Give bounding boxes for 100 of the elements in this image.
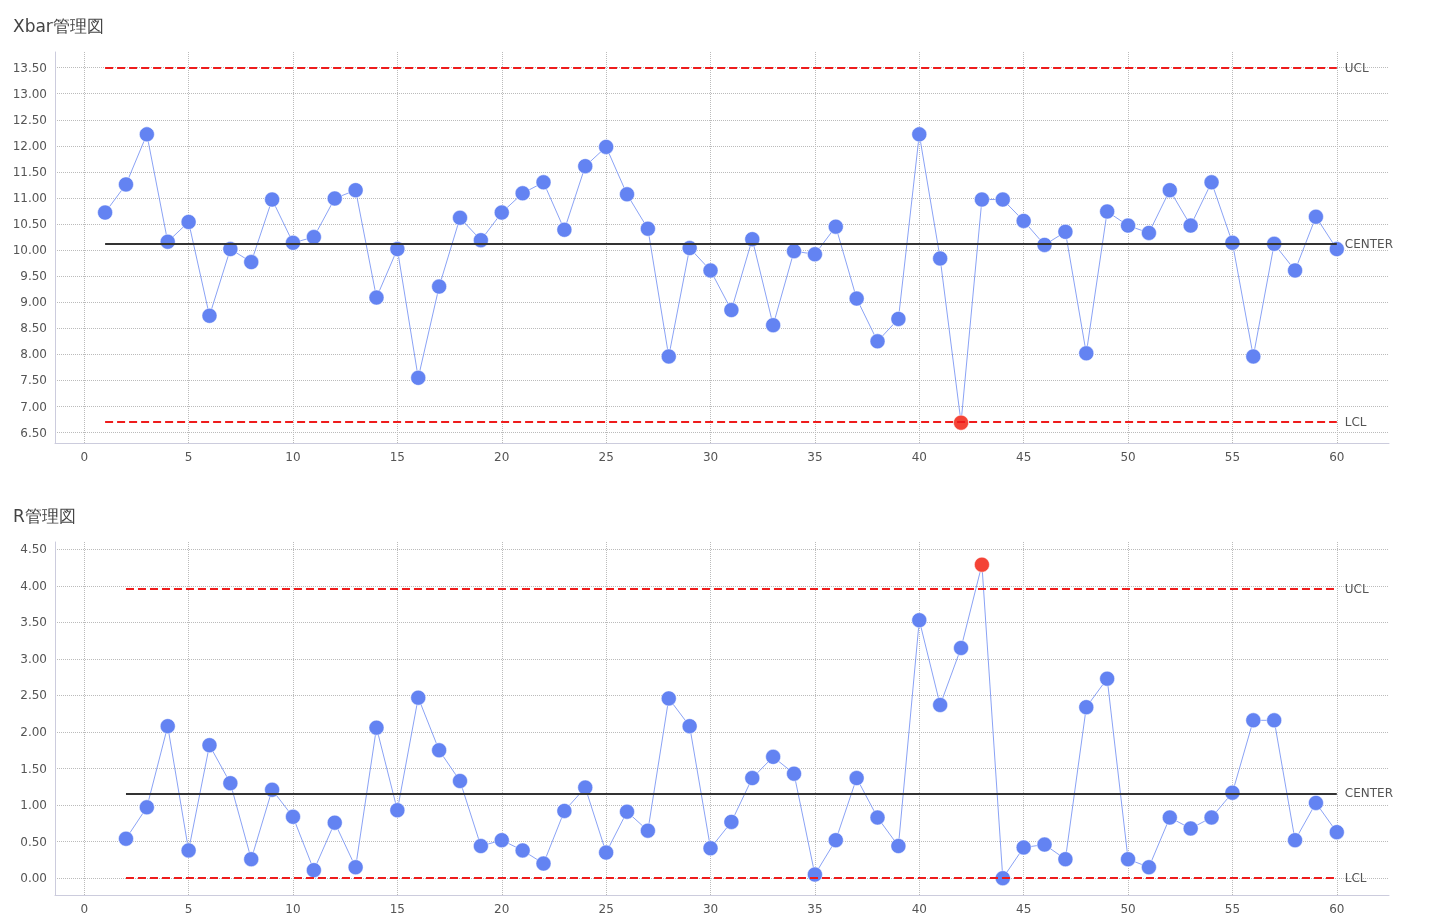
x-tick-label: 5	[184, 450, 193, 464]
x-tick-label: 30	[702, 450, 719, 464]
y-tick-label: 9.50	[20, 269, 47, 284]
point	[1308, 208, 1324, 225]
x-tick-label: 25	[598, 902, 614, 916]
point	[1203, 809, 1220, 826]
point	[890, 838, 907, 854]
x-tick-label: 20	[494, 902, 510, 916]
x-tick-label: 15	[389, 450, 406, 464]
y-tick-label: 6.50	[20, 425, 47, 440]
point	[1120, 851, 1136, 867]
point	[869, 333, 886, 350]
y-tick-label: 3.50	[20, 615, 47, 630]
point	[368, 719, 385, 736]
point	[1329, 241, 1345, 257]
point	[890, 311, 907, 327]
x-tick-label: 55	[1224, 450, 1241, 464]
point	[1099, 203, 1115, 220]
y-tick-label: 10.00	[12, 243, 47, 258]
x-tick-label: 25	[598, 450, 614, 464]
point	[1308, 795, 1324, 811]
x-tick-label: 35	[807, 902, 823, 916]
y-tick-label: 0.00	[20, 871, 47, 886]
point	[640, 220, 656, 237]
y-tick-label: 4.00	[20, 578, 47, 593]
y-tick-label: 9.00	[20, 295, 47, 310]
point	[619, 186, 635, 203]
point	[1141, 859, 1157, 875]
point	[222, 775, 239, 791]
point	[1287, 262, 1303, 279]
x-tick-label: 50	[1120, 450, 1136, 464]
ref-line-label: LCL	[1344, 871, 1367, 886]
point	[953, 640, 969, 656]
point	[327, 190, 343, 207]
point	[347, 859, 364, 875]
point	[1120, 217, 1136, 234]
point	[514, 842, 531, 859]
point	[974, 556, 990, 573]
x-tick-label: 10	[285, 450, 301, 464]
point	[180, 214, 197, 230]
point	[640, 822, 656, 839]
ref-line-label: UCL	[1344, 60, 1369, 75]
point	[932, 697, 948, 713]
point	[368, 289, 385, 306]
point	[1182, 217, 1199, 234]
x-tick-label: 15	[389, 902, 406, 916]
point	[347, 182, 364, 198]
point	[1036, 836, 1053, 853]
x-tick-label: 0	[80, 902, 89, 916]
point	[1245, 712, 1262, 729]
point	[431, 278, 447, 295]
y-tick-label: 12.50	[12, 112, 47, 127]
point	[807, 866, 823, 883]
point	[1078, 345, 1095, 362]
point	[1057, 224, 1074, 240]
x-tick-label: 30	[702, 902, 719, 916]
point	[1266, 712, 1282, 729]
point	[828, 218, 844, 235]
x-tick-label: 20	[494, 450, 510, 464]
x-tick-label: 60	[1329, 902, 1345, 916]
point	[556, 803, 573, 819]
point	[1203, 174, 1220, 191]
point	[1057, 851, 1074, 867]
point	[702, 262, 719, 279]
chart-title: R管理図	[13, 505, 76, 526]
point	[1162, 809, 1178, 826]
y-tick-label: 3.00	[20, 651, 47, 666]
point	[828, 832, 844, 848]
point	[410, 370, 426, 386]
point	[535, 174, 552, 191]
y-tick-label: 4.50	[20, 542, 47, 557]
x-tick-label: 5	[184, 902, 193, 916]
x-tick-label: 10	[285, 902, 301, 916]
chart-title: Xbar管理図	[13, 15, 104, 36]
point	[97, 204, 113, 221]
point	[243, 851, 259, 867]
point	[452, 210, 468, 226]
point	[598, 844, 614, 861]
point	[911, 612, 928, 628]
y-tick-label: 13.00	[12, 86, 47, 101]
x-tick-label: 60	[1329, 450, 1345, 464]
point	[285, 809, 301, 825]
x-tick-label: 0	[80, 450, 89, 464]
point	[1182, 820, 1199, 837]
point	[1099, 670, 1115, 687]
point	[765, 749, 781, 765]
point	[1329, 824, 1345, 840]
point	[786, 765, 802, 782]
point	[995, 191, 1011, 208]
point	[306, 862, 322, 878]
point	[389, 802, 406, 818]
point	[598, 139, 614, 155]
y-tick-label: 10.50	[12, 217, 47, 232]
point	[535, 855, 552, 872]
y-tick-label: 8.50	[20, 321, 47, 336]
point	[514, 185, 531, 202]
point	[327, 814, 343, 831]
point	[765, 317, 781, 333]
y-tick-label: 2.00	[20, 725, 47, 740]
point	[1162, 182, 1178, 198]
